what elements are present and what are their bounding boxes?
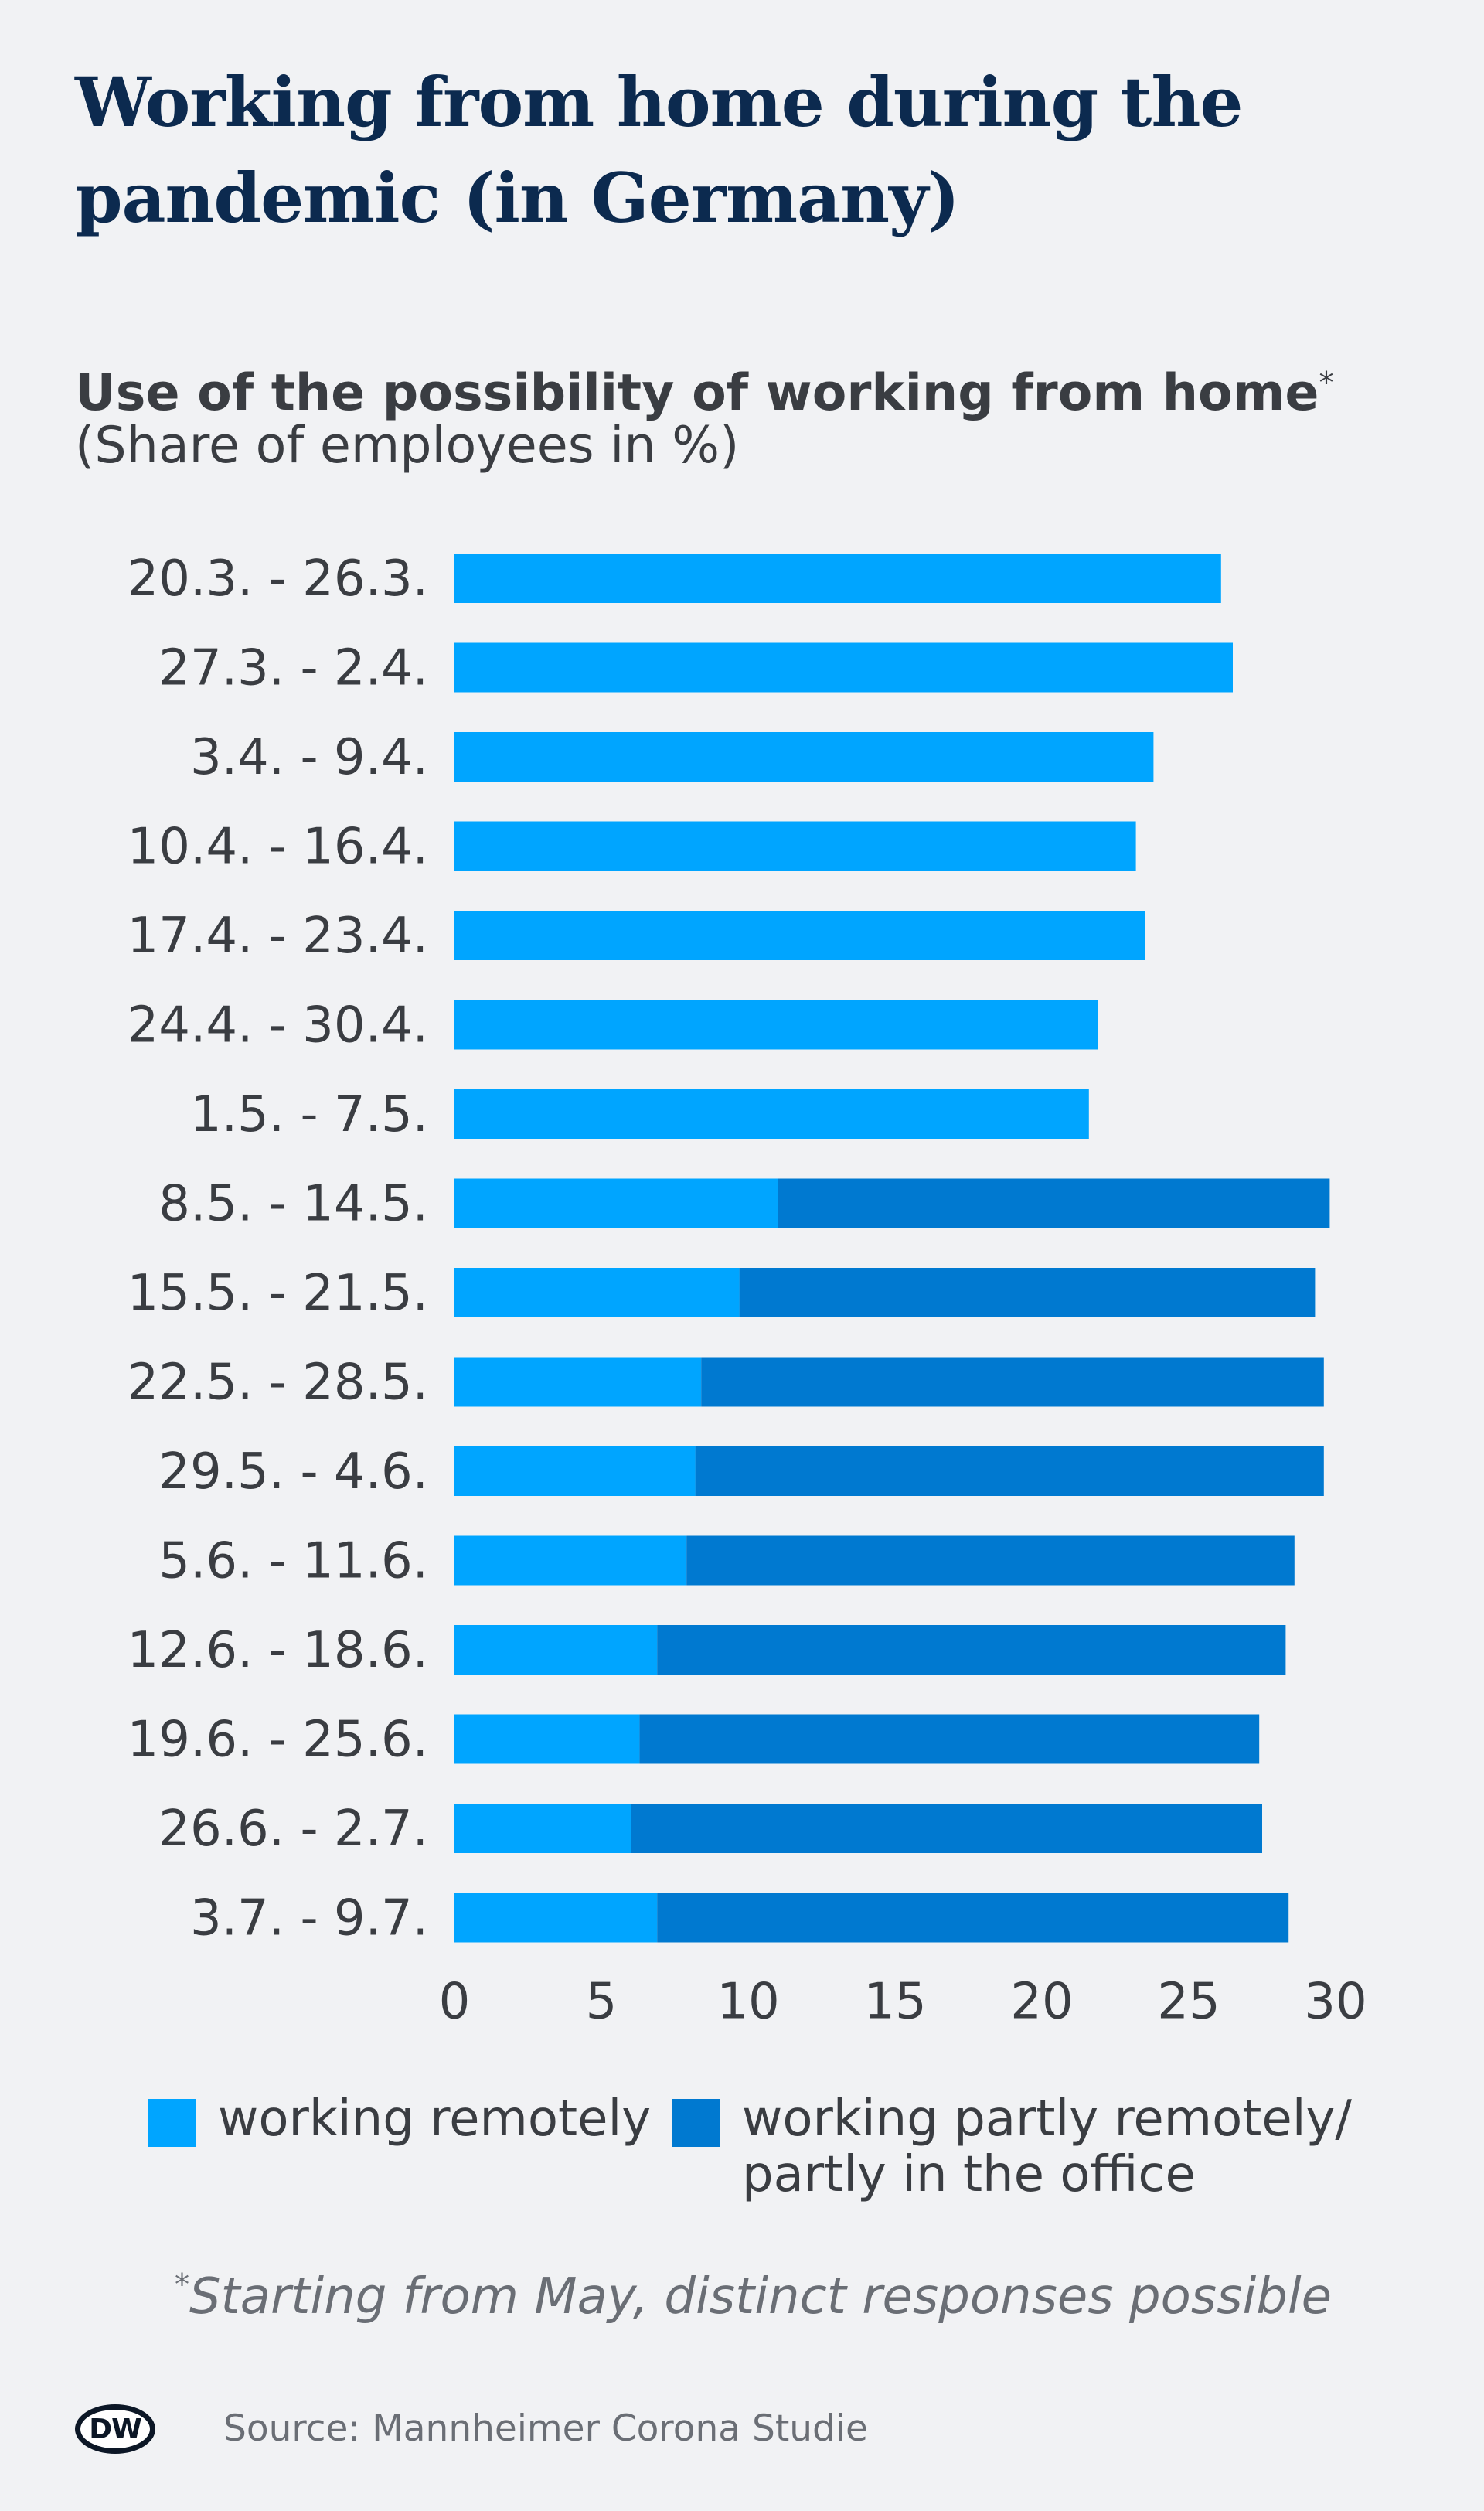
category-label: 26.6. - 2.7. xyxy=(158,1801,428,1858)
chart-unit-note: (Share of employees in %) xyxy=(75,417,740,475)
legend-label-partly-line2: partly in the office xyxy=(742,2146,1196,2203)
x-tick-label: 0 xyxy=(439,1974,471,2031)
bar-segment-remote xyxy=(454,1178,778,1228)
category-label: 19.6. - 25.6. xyxy=(128,1712,428,1769)
x-tick-label: 5 xyxy=(586,1974,618,2031)
bar-segment-remote xyxy=(454,554,1221,603)
bar-segment-partly xyxy=(701,1357,1324,1407)
category-label: 15.5. - 21.5. xyxy=(128,1265,428,1322)
legend-item-partly: working partly remotely/ partly in the o… xyxy=(672,2091,1352,2203)
chart-subtitle: Use of the possibility of working from h… xyxy=(75,352,1404,424)
bar-segment-remote xyxy=(454,1446,696,1496)
bar-segment-remote xyxy=(454,1625,658,1675)
bar-segment-partly xyxy=(686,1535,1295,1586)
category-label: 12.6. - 18.6. xyxy=(128,1622,428,1679)
legend-item-remote: working remotely xyxy=(148,2091,651,2147)
bar-segment-remote xyxy=(454,1000,1098,1050)
bar-segment-remote xyxy=(454,1804,631,1853)
bar-segment-partly xyxy=(631,1804,1262,1853)
category-label: 10.4. - 16.4. xyxy=(128,819,428,876)
legend-label-partly-line1: working partly remotely/ xyxy=(742,2090,1352,2148)
bar-segment-remote xyxy=(454,732,1154,782)
category-label: 24.4. - 30.4. xyxy=(128,997,428,1054)
bar-segment-remote xyxy=(454,642,1233,693)
legend-label-remote: working remotely xyxy=(218,2090,652,2148)
bar-segment-partly xyxy=(639,1714,1260,1764)
bar-segment-partly xyxy=(739,1268,1316,1317)
x-tick-label: 10 xyxy=(716,1974,779,2031)
footnote-text: Starting from May, distinct responses po… xyxy=(189,2268,1332,2325)
bar-segment-remote xyxy=(454,1089,1089,1139)
bar-segment-remote xyxy=(454,1268,740,1317)
x-tick-label: 30 xyxy=(1304,1974,1367,2031)
category-label: 8.5. - 14.5. xyxy=(158,1176,428,1233)
bar-segment-remote xyxy=(454,1357,702,1407)
footnote-asterisk: * xyxy=(175,2267,189,2301)
bar-segment-partly xyxy=(657,1625,1286,1675)
bar-segment-partly xyxy=(778,1178,1330,1228)
dw-logo: DW xyxy=(75,2404,155,2454)
source-note: Source: Mannheimer Corona Studie xyxy=(223,2407,868,2450)
chart-title: Working from home during the pandemic (i… xyxy=(75,62,1243,238)
footnote: *Starting from May, distinct responses p… xyxy=(175,2254,1411,2328)
bar-segment-remote xyxy=(454,1714,640,1764)
category-label: 3.4. - 9.4. xyxy=(190,729,428,786)
category-label: 5.6. - 11.6. xyxy=(158,1533,428,1590)
category-label: 20.3. - 26.3. xyxy=(128,550,428,608)
legend-label-partly: working partly remotely/ partly in the o… xyxy=(742,2091,1352,2203)
category-label: 27.3. - 2.4. xyxy=(158,640,428,697)
bar-chart: 20.3. - 26.3. 27.3. - 2.4. 3.4. - 9.4. 10.4… xyxy=(128,550,1367,2031)
x-tick-label: 20 xyxy=(1010,1974,1073,2031)
bar-segment-remote xyxy=(454,821,1136,871)
category-label: 3.7. - 9.7. xyxy=(190,1890,428,1947)
category-label: 29.5. - 4.6. xyxy=(158,1443,428,1501)
category-label: 22.5. - 28.5. xyxy=(128,1354,428,1412)
x-tick-label: 25 xyxy=(1157,1974,1220,2031)
subtitle-text: Use of the possibility of working from h… xyxy=(75,364,1319,422)
bar-segment-remote xyxy=(454,911,1145,960)
dw-logo-text: DW xyxy=(89,2413,142,2445)
bar-segment-partly xyxy=(695,1446,1324,1496)
category-label: 17.4. - 23.4. xyxy=(128,908,428,965)
category-label: 1.5. - 7.5. xyxy=(190,1086,428,1143)
bar-segment-remote xyxy=(454,1535,687,1586)
subtitle-asterisk: * xyxy=(1319,366,1334,400)
legend-swatch-partly xyxy=(672,2099,720,2147)
legend-swatch-remote xyxy=(148,2099,196,2147)
x-tick-label: 15 xyxy=(863,1974,926,2031)
bar-segment-remote xyxy=(454,1893,658,1943)
bar-segment-partly xyxy=(657,1893,1289,1943)
